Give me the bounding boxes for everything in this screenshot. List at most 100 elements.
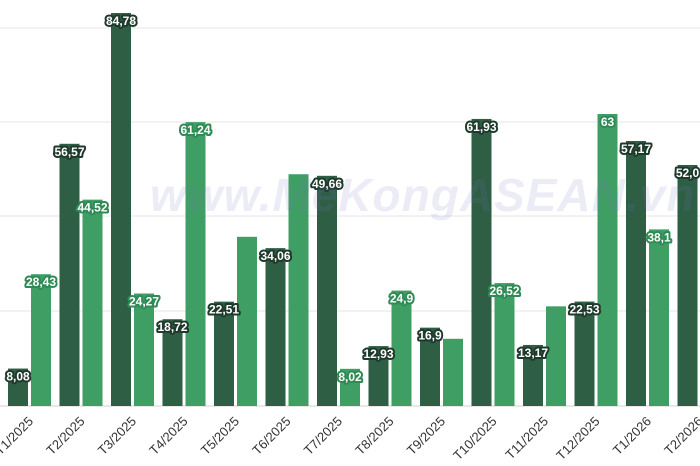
watermark: www.MeKongASEAN.vn bbox=[150, 169, 696, 221]
data-label: 16,916,9 bbox=[416, 327, 444, 345]
data-label-text: 13,17 bbox=[518, 346, 548, 360]
x-tick-label: T5/2025 bbox=[198, 414, 242, 458]
data-label-text: 8,02 bbox=[338, 370, 362, 384]
x-tick-label: T9/2025 bbox=[404, 414, 448, 458]
x-tick-label: T1/2026 bbox=[610, 414, 654, 458]
x-tick-label: T12/2025 bbox=[553, 414, 602, 463]
data-label-text: 22,53 bbox=[569, 303, 599, 317]
data-label-halo: 8,02 bbox=[338, 370, 362, 384]
bar-light bbox=[237, 236, 257, 406]
data-label-halo: 24,9 bbox=[390, 292, 414, 306]
data-label-halo: 52,0 bbox=[676, 166, 700, 180]
data-label-text: 44,52 bbox=[77, 201, 107, 215]
x-tick-label: T8/2025 bbox=[352, 414, 396, 458]
x-axis-tick-labels: T1/2025 T2/2025 T3/2025 T4/2025 T5/2025 T6/20… bbox=[0, 414, 700, 463]
bar-dark bbox=[677, 164, 698, 406]
data-label-text: 12,93 bbox=[363, 347, 393, 361]
bar-dark bbox=[626, 141, 646, 406]
data-label-halo: 34,06 bbox=[260, 249, 290, 263]
data-label-text: 34,06 bbox=[260, 249, 290, 263]
data-label-text: 38,1 bbox=[647, 230, 671, 244]
bar-light bbox=[494, 283, 515, 406]
x-tick-label: T2/2025 bbox=[43, 414, 87, 458]
data-label-halo: 28,43 bbox=[26, 275, 56, 289]
bar-light bbox=[31, 274, 51, 406]
bar-dark bbox=[59, 143, 80, 406]
bar-light bbox=[134, 293, 154, 406]
data-label: 52,052,0 bbox=[674, 164, 700, 182]
bar-light bbox=[82, 199, 103, 406]
bar-dark bbox=[265, 248, 286, 406]
bar-dark bbox=[162, 319, 183, 406]
data-label-text: 28,43 bbox=[26, 275, 56, 289]
bar-light bbox=[443, 338, 463, 406]
data-label-text: 57,17 bbox=[621, 142, 651, 156]
data-label-halo: 57,17 bbox=[621, 142, 651, 156]
data-label-text: 24,27 bbox=[129, 295, 159, 309]
bar-dark bbox=[368, 346, 389, 406]
data-label: 38,138,1 bbox=[645, 228, 673, 246]
bar-light bbox=[340, 368, 360, 406]
bar-dark bbox=[523, 344, 543, 406]
bars bbox=[8, 13, 698, 407]
data-label: 24,924,9 bbox=[388, 290, 416, 308]
data-label-text: 63 bbox=[601, 115, 615, 129]
x-tick-label: T2/2026 bbox=[661, 414, 700, 458]
data-label-text: 8,08 bbox=[6, 370, 30, 384]
bar-light bbox=[288, 174, 309, 406]
data-label-halo: 12,93 bbox=[363, 347, 393, 361]
x-tick-label: T4/2025 bbox=[146, 414, 190, 458]
data-label-text: 26,52 bbox=[489, 284, 519, 298]
data-label-halo: 16,9 bbox=[418, 329, 442, 343]
data-label: 8,028,02 bbox=[336, 368, 364, 386]
data-label-halo: 61,24 bbox=[180, 123, 210, 137]
bar-dark bbox=[111, 13, 131, 406]
data-label-halo: 84,78 bbox=[106, 14, 136, 28]
data-label-text: 16,9 bbox=[418, 329, 442, 343]
bar-dark bbox=[317, 175, 337, 406]
data-label-text: 61,93 bbox=[466, 120, 496, 134]
data-label-text: 84,78 bbox=[106, 14, 136, 28]
x-tick-label: T7/2025 bbox=[301, 414, 345, 458]
x-tick-label: T10/2025 bbox=[450, 414, 499, 463]
data-label-halo: 49,66 bbox=[312, 177, 342, 191]
bar-light bbox=[649, 229, 669, 406]
data-label-text: 61,24 bbox=[180, 123, 210, 137]
data-label-halo: 26,52 bbox=[489, 284, 519, 298]
data-label-text: 24,9 bbox=[390, 292, 414, 306]
bar-dark bbox=[471, 118, 492, 407]
data-label-halo: 38,1 bbox=[647, 230, 671, 244]
x-tick-label: T1/2025 bbox=[0, 414, 36, 458]
bar-light bbox=[185, 122, 206, 407]
data-label-halo: 22,51 bbox=[209, 303, 239, 317]
bar-dark bbox=[420, 327, 440, 406]
data-label-halo: 8,08 bbox=[6, 370, 30, 384]
data-label-halo: 56,57 bbox=[54, 145, 84, 159]
bar-dark bbox=[574, 301, 595, 406]
data-label-text: 18,72 bbox=[157, 320, 187, 334]
data-label-halo: 18,72 bbox=[157, 320, 187, 334]
data-label-halo: 24,27 bbox=[129, 295, 159, 309]
data-label-halo: 13,17 bbox=[518, 346, 548, 360]
bar-light bbox=[597, 113, 618, 406]
data-label-text: 52,0 bbox=[676, 166, 700, 180]
x-tick-label: T11/2025 bbox=[502, 414, 551, 463]
